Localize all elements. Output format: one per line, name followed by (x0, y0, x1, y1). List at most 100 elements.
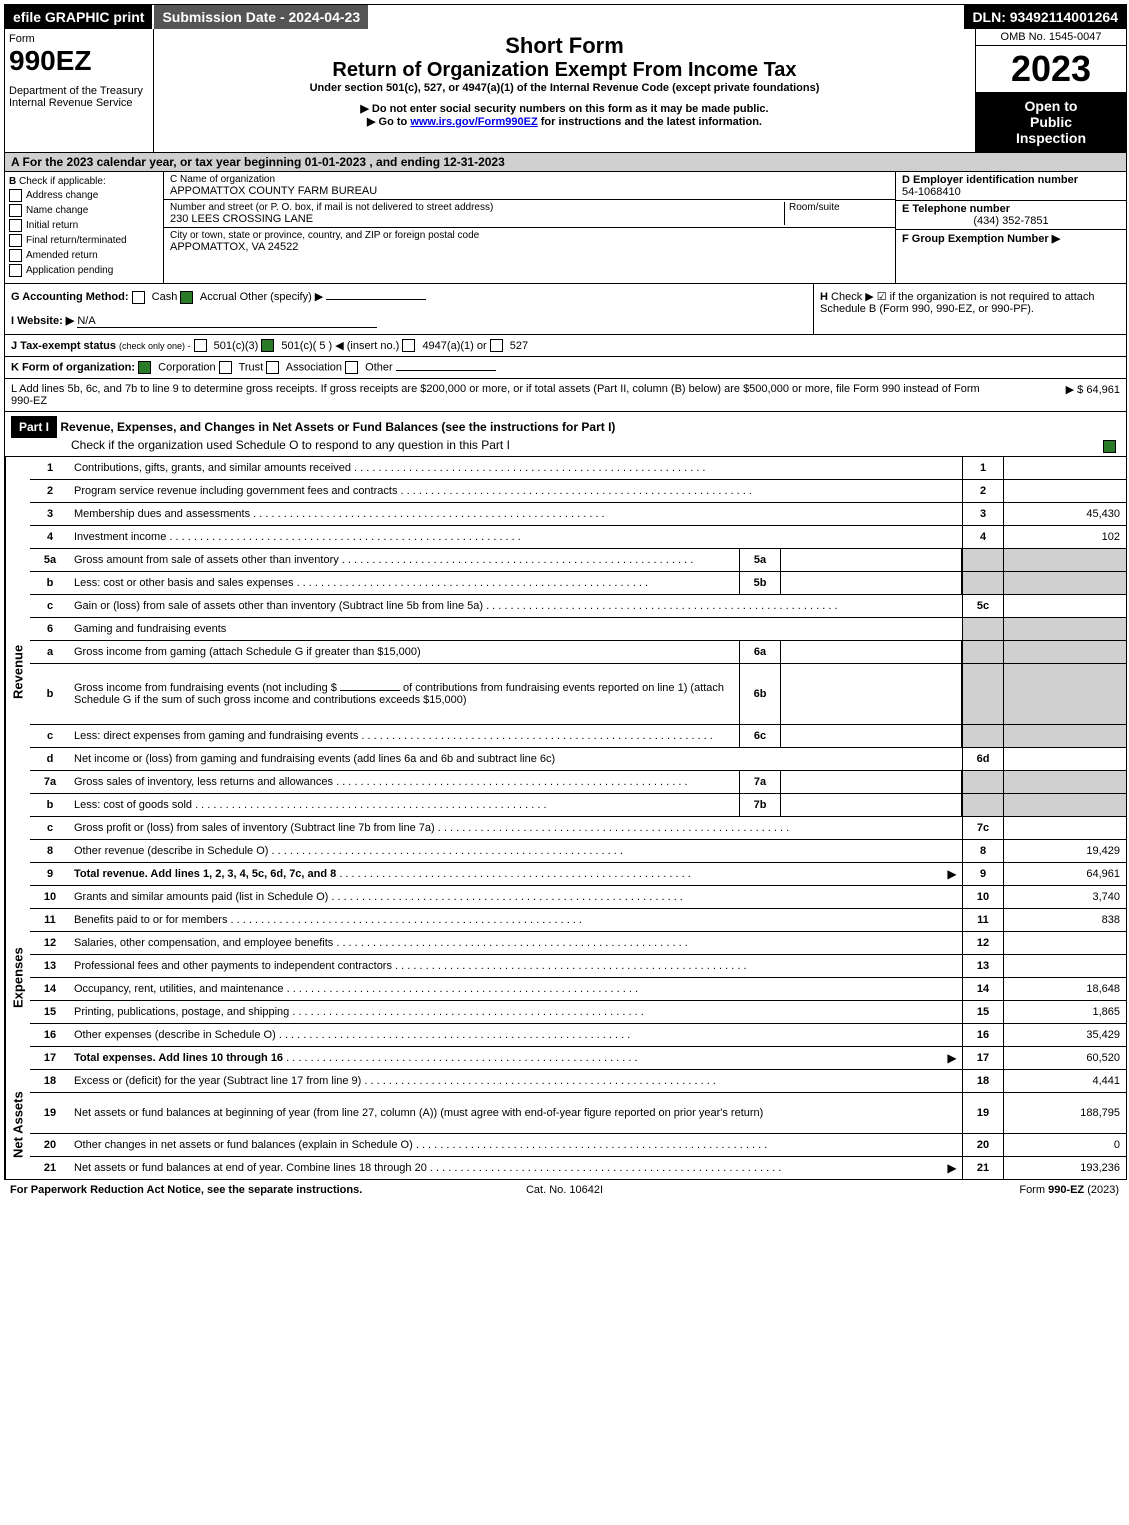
box-6b-shaded (962, 664, 1004, 724)
row-6a: a Gross income from gaming (attach Sched… (30, 641, 1126, 664)
row-6d: d Net income or (loss) from gaming and f… (30, 748, 1126, 771)
checkbox-name-change[interactable] (9, 204, 22, 217)
street-label: Number and street (or P. O. box, if mail… (170, 202, 784, 213)
row-7b: b Less: cost of goods sold 7b (30, 794, 1126, 817)
arrow-17: ▶ (942, 1051, 962, 1065)
checkbox-pending[interactable] (9, 264, 22, 277)
row-20: 20 Other changes in net assets or fund b… (30, 1134, 1126, 1157)
note-link: ▶ Go to www.irs.gov/Form990EZ for instru… (158, 115, 971, 128)
box-6d: 6d (962, 748, 1004, 770)
box-20: 20 (962, 1134, 1004, 1156)
l-text: L Add lines 5b, 6c, and 7b to line 9 to … (11, 383, 1000, 407)
checkbox-corp[interactable] (138, 361, 151, 374)
checkbox-4947[interactable] (402, 339, 415, 352)
part1-label: Part I (11, 416, 57, 438)
box-7a-shaded (962, 771, 1004, 793)
phone-row: E Telephone number (434) 352-7851 (896, 201, 1126, 230)
fundraising-amount-field[interactable] (340, 690, 400, 691)
box-7c: 7c (962, 817, 1004, 839)
val-8: 19,429 (1004, 840, 1126, 862)
phone-label: E Telephone number (902, 203, 1010, 215)
checkbox-cash[interactable] (132, 291, 145, 304)
irs-link[interactable]: www.irs.gov/Form990EZ (410, 116, 537, 128)
label-pending: Application pending (26, 265, 113, 276)
row-9: 9 Total revenue. Add lines 1, 2, 3, 4, 5… (30, 863, 1126, 886)
checkbox-accrual[interactable] (180, 291, 193, 304)
val-5c (1004, 595, 1126, 617)
checkbox-501c[interactable] (261, 339, 274, 352)
box-1: 1 (962, 457, 1004, 479)
label-cash: Cash (152, 291, 178, 303)
lnum-15: 15 (30, 1006, 70, 1018)
part1-header: Part I Revenue, Expenses, and Changes in… (5, 412, 1126, 457)
row-5c: c Gain or (loss) from sale of assets oth… (30, 595, 1126, 618)
group-label: F Group Exemption Number ▶ (902, 233, 1060, 245)
checkbox-527[interactable] (490, 339, 503, 352)
ein-row: D Employer identification number 54-1068… (896, 172, 1126, 201)
header-center: Short Form Return of Organization Exempt… (154, 29, 975, 152)
desc-20: Other changes in net assets or fund bala… (70, 1137, 962, 1153)
box-18: 18 (962, 1070, 1004, 1092)
desc-14: Occupancy, rent, utilities, and maintena… (70, 981, 962, 997)
checkbox-assoc[interactable] (266, 361, 279, 374)
street-row: Number and street (or P. O. box, if mail… (164, 200, 895, 228)
subval-5b (781, 572, 962, 594)
i-label: I Website: ▶ (11, 315, 74, 327)
label-other-org: Other (365, 362, 393, 374)
k-label: K Form of organization: (11, 362, 135, 374)
row-12: 12 Salaries, other compensation, and emp… (30, 932, 1126, 955)
checkbox-schedule-o[interactable] (1103, 440, 1116, 453)
label-501c3: 501(c)(3) (214, 340, 259, 352)
val-19: 188,795 (1004, 1093, 1126, 1133)
b-check-if: Check if applicable: (19, 176, 106, 187)
arrow-21: ▶ (942, 1161, 962, 1175)
lnum-9: 9 (30, 868, 70, 880)
checkbox-final-return[interactable] (9, 234, 22, 247)
desc-12: Salaries, other compensation, and employ… (70, 935, 962, 951)
box-2: 2 (962, 480, 1004, 502)
checkbox-amended[interactable] (9, 249, 22, 262)
label-address-change: Address change (26, 190, 98, 201)
val-4: 102 (1004, 526, 1126, 548)
row-16: 16 Other expenses (describe in Schedule … (30, 1024, 1126, 1047)
other-specify-field[interactable] (326, 299, 426, 300)
lnum-14: 14 (30, 983, 70, 995)
checkbox-trust[interactable] (219, 361, 232, 374)
org-name: APPOMATTOX COUNTY FARM BUREAU (170, 185, 889, 197)
website-value: N/A (77, 315, 377, 328)
inspection-box: Open to Public Inspection (976, 92, 1126, 152)
checkbox-other-org[interactable] (345, 361, 358, 374)
lnum-19: 19 (30, 1107, 70, 1119)
label-assoc: Association (286, 362, 342, 374)
subbox-5a: 5a (739, 549, 781, 571)
subval-7a (781, 771, 962, 793)
checkbox-address-change[interactable] (9, 189, 22, 202)
city: APPOMATTOX, VA 24522 (170, 241, 479, 253)
desc-15: Printing, publications, postage, and shi… (70, 1004, 962, 1020)
desc-8: Other revenue (describe in Schedule O) (70, 843, 962, 859)
box-8: 8 (962, 840, 1004, 862)
val-6d (1004, 748, 1126, 770)
expenses-section: Expenses 10 Grants and similar amounts p… (5, 886, 1126, 1070)
checkbox-501c3[interactable] (194, 339, 207, 352)
subbox-6c: 6c (739, 725, 781, 747)
desc-9: Total revenue. Add lines 1, 2, 3, 4, 5c,… (70, 866, 942, 882)
other-org-field[interactable] (396, 370, 496, 371)
val-15: 1,865 (1004, 1001, 1126, 1023)
row-11: 11 Benefits paid to or for members 11 83… (30, 909, 1126, 932)
submission-date: Submission Date - 2024-04-23 (154, 5, 370, 29)
column-def: D Employer identification number 54-1068… (895, 172, 1126, 283)
desc-6c: Less: direct expenses from gaming and fu… (70, 728, 739, 744)
row-17: 17 Total expenses. Add lines 10 through … (30, 1047, 1126, 1070)
row-21: 21 Net assets or fund balances at end of… (30, 1157, 1126, 1179)
subbox-5b: 5b (739, 572, 781, 594)
box-9: 9 (962, 863, 1004, 885)
checkbox-initial-return[interactable] (9, 219, 22, 232)
row-8: 8 Other revenue (describe in Schedule O)… (30, 840, 1126, 863)
website-row: I Website: ▶ N/A (11, 314, 807, 328)
desc-10: Grants and similar amounts paid (list in… (70, 889, 962, 905)
irs-label: Internal Revenue Service (9, 97, 149, 109)
subval-7b (781, 794, 962, 816)
lnum-20: 20 (30, 1139, 70, 1151)
lnum-13: 13 (30, 960, 70, 972)
